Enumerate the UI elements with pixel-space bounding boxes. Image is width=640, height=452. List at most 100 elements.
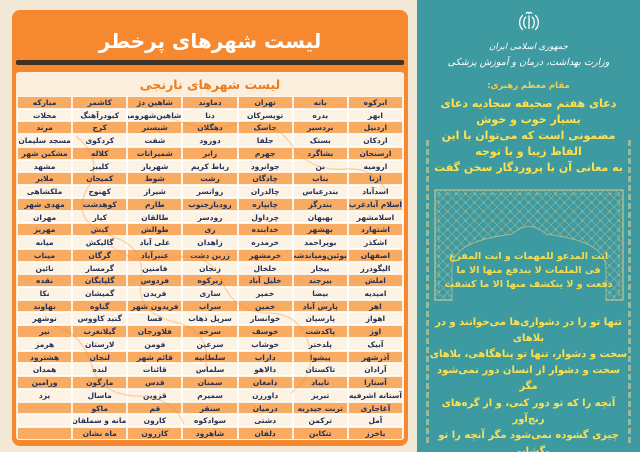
city-cell: سنقر — [182, 401, 238, 415]
city-cell: نائین — [17, 261, 73, 275]
city-cell: هشترود — [17, 350, 73, 364]
city-cell: اشکذر — [347, 236, 403, 249]
city-cell: طوالش — [127, 223, 183, 237]
city-cell: همدان — [17, 363, 73, 377]
section-title: لیست شهرهای نارنجی — [139, 77, 281, 92]
city-cell: قم — [127, 401, 183, 415]
city-cell: خوسف — [237, 325, 293, 338]
city-cell: خمیر — [237, 287, 293, 300]
city-cell: تاکستان — [292, 363, 348, 377]
city-cell: داراب — [237, 350, 293, 364]
city-cell: نوشهر — [17, 312, 73, 326]
city-cell — [17, 401, 73, 415]
city-cell: رباط کریم — [182, 159, 238, 173]
city-cell: جوانرود — [237, 159, 293, 173]
leader-quote: دعای هفتم صحیفه سجادیه دعای بسیار خوب و … — [434, 97, 623, 174]
city-cell: بن — [292, 159, 348, 173]
city-cell: بستک — [292, 134, 348, 147]
city-cell: گمیشان — [72, 287, 128, 300]
city-cell: خوانسار — [237, 312, 293, 326]
city-cell: سلماس — [182, 363, 238, 377]
city-cell: سرعین — [182, 337, 238, 351]
city-cell: ترکمن — [292, 414, 348, 428]
city-cell: الیگودرز — [347, 261, 403, 275]
city-cell: مرند — [17, 121, 73, 135]
city-cell: بشاگرد — [292, 146, 348, 160]
city-cell: قزوین — [127, 388, 183, 402]
city-cell: کرج — [72, 121, 128, 135]
city-cell: ماه نشان — [72, 427, 128, 440]
page-title: لیست شهرهای پرخطر — [98, 29, 322, 53]
city-cell: عنبرآباد — [127, 248, 183, 262]
city-cell: جهرم — [237, 146, 293, 160]
city-cell: خوشاب — [237, 337, 293, 351]
city-cell: زاهدان — [182, 236, 238, 249]
city-cell: سرپل ذهاب — [182, 312, 238, 326]
city-cell: فلاورجان — [127, 325, 183, 338]
city-cell — [17, 427, 73, 440]
city-cell: کلاله — [72, 146, 128, 160]
city-cell: فامنین — [127, 261, 183, 275]
city-cell: بندرگز — [292, 197, 348, 211]
city-cell: اردبیل — [347, 121, 403, 135]
city-cell: پارس آباد — [292, 299, 348, 313]
city-cell: املش — [347, 274, 403, 288]
city-cell: لنجان — [72, 350, 128, 364]
city-cell: یزد — [17, 388, 73, 402]
city-cell: شفت — [127, 134, 183, 147]
city-cell: گرمسار — [72, 261, 128, 275]
city-cell: دشتی — [237, 414, 293, 428]
city-cell: دماوند — [182, 96, 238, 109]
city-cell: شهریار — [127, 159, 183, 173]
title-divider — [16, 60, 404, 65]
city-cell: باخرز — [347, 427, 403, 440]
city-cell: جاسک — [237, 121, 293, 135]
city-cell: ابرکوه — [347, 96, 403, 109]
city-cell: شوط — [127, 172, 183, 186]
gov-line-2: وزارت بهداشت، درمان و آموزش پزشکی — [447, 57, 610, 68]
city-cell: درمیان — [237, 401, 293, 415]
city-cell: چالدران — [237, 185, 293, 198]
city-cell: رودبارجنوب — [182, 197, 238, 211]
city-cell: لنده — [72, 363, 128, 377]
right-border-ornament — [628, 140, 631, 446]
city-cell: فومن — [127, 337, 183, 351]
city-cell: شمیرانات — [127, 146, 183, 160]
city-cell: قائم شهر — [127, 350, 183, 364]
city-cell: خدابنده — [237, 223, 293, 237]
city-cell: بوئین‌ومیاندشت — [292, 248, 348, 262]
city-cell: پیشوا — [292, 350, 348, 364]
city-cell: تربت حیدریه — [292, 401, 348, 415]
city-cell: ارومیه — [347, 159, 403, 173]
city-cell: شاهین دژ — [127, 96, 183, 109]
city-cell: سوادکوه — [182, 414, 238, 428]
city-cell: مانه و سملقان — [72, 414, 128, 428]
city-cell: کهنوج — [72, 185, 128, 198]
city-cell: میانه — [17, 236, 73, 249]
city-cell: لارستان — [72, 337, 128, 351]
city-cell: چایپاره — [237, 197, 293, 211]
city-cell: ورامین — [17, 376, 73, 389]
city-cell: شاهین‌شهرومیمه — [127, 108, 183, 122]
city-cell: خرمدره — [237, 236, 293, 249]
city-cell: بدره — [292, 108, 348, 122]
city-cell: پلدختر — [292, 337, 348, 351]
ornamental-arch-frame: انت المدعو للمهمات و انت المفزع فی الملما… — [433, 189, 624, 301]
city-cell: دهگلان — [182, 121, 238, 135]
attribution-label: مقام معظم رهبری: — [487, 81, 570, 91]
prayer-translation: تنها تو را در دشواری‌ها می‌خوانند و در ب… — [429, 316, 628, 452]
city-cell: اشتهارد — [347, 223, 403, 237]
city-cell: ارسنجان — [347, 146, 403, 160]
iran-emblem-icon — [518, 11, 539, 31]
city-cell: آمل — [347, 414, 403, 428]
city-cell: پارسیان — [292, 312, 348, 326]
city-cell: رودسر — [182, 210, 238, 224]
city-cell: زنجان — [182, 261, 238, 275]
city-cell: ساری — [182, 287, 238, 300]
city-cell: فردوس — [127, 274, 183, 288]
city-cell: کوهدشت — [72, 197, 128, 211]
city-cell: چادگان — [237, 172, 293, 186]
city-cell: ماکو — [72, 401, 128, 415]
city-cell: تنکابن — [292, 427, 348, 440]
city-cell: سمیرم — [182, 388, 238, 402]
